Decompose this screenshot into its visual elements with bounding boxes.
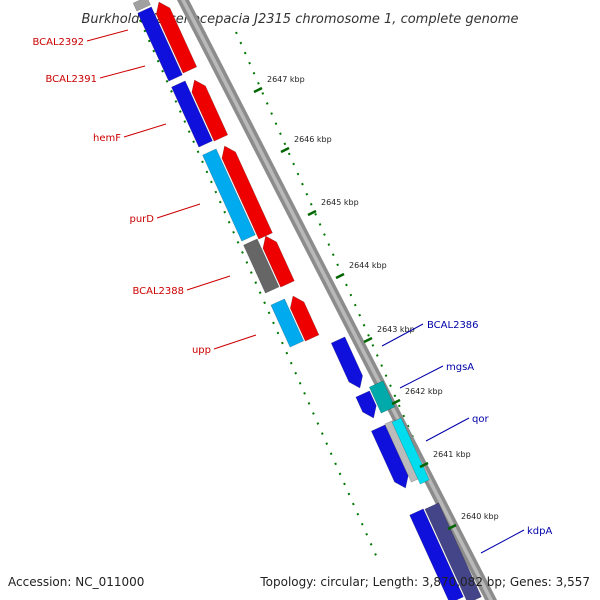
- label-leader-line: [480, 529, 525, 554]
- gene-label: BCAL2391: [45, 74, 97, 85]
- gene-kdpa-b: [424, 502, 482, 600]
- label-leader-line: [186, 275, 231, 291]
- tick-mark: [335, 272, 345, 280]
- tick-mark: [253, 86, 263, 94]
- gene-bcal2391-a: [171, 80, 213, 148]
- label-leader-line: [156, 203, 201, 219]
- gene-label: qor: [472, 414, 489, 425]
- label-leader-line: [425, 417, 470, 442]
- gene-bcal2387: [330, 336, 363, 389]
- gene-mgsa: [370, 424, 409, 489]
- inner-tick-ruler: [235, 31, 451, 523]
- gene-upp-a: [270, 298, 305, 348]
- tick-label: 2640 kbp: [461, 512, 499, 521]
- gene-mgsa-b: [368, 380, 396, 414]
- gene-bcal2388-a: [243, 238, 280, 294]
- gene-label: BCAL2388: [132, 286, 184, 297]
- tick-label: 2644 kbp: [349, 261, 387, 270]
- tick-mark: [280, 146, 290, 154]
- tick-label: 2646 kbp: [294, 135, 332, 144]
- gene-bcal2391-b: [191, 79, 229, 142]
- genome-summary-text: Topology: circular; Length: 3,870,082 bp…: [259, 575, 590, 589]
- reverse-strand-genes: [330, 336, 482, 600]
- label-leader-line: [99, 65, 146, 79]
- tick-label: 2645 kbp: [321, 198, 359, 207]
- gene-qor-b: [391, 417, 430, 485]
- tick-mark: [391, 398, 401, 406]
- tick-label: 2643 kbp: [377, 325, 415, 334]
- tick-mark: [363, 336, 373, 344]
- gene-bcal2392-b: [137, 6, 183, 82]
- tick-label: 2642 kbp: [405, 387, 443, 396]
- accession-text: Accession: NC_011000: [8, 575, 144, 589]
- gene-label: upp: [192, 345, 211, 356]
- forward-strand-genes: [132, 0, 320, 348]
- tick-label: 2647 kbp: [267, 75, 305, 84]
- chromosome-backbone-highlight: [181, 0, 493, 600]
- gene-label: mgsA: [446, 362, 474, 373]
- tick-mark: [307, 209, 317, 217]
- gene-label: BCAL2386: [427, 320, 479, 331]
- kbp-ticks: 2647 kbp 2646 kbp 2645 kbp 2644 kbp 2643 kbp…: [253, 75, 499, 531]
- tick-mark: [447, 523, 457, 531]
- label-leader-line: [381, 323, 424, 347]
- gene-bcal2392-a: [132, 0, 151, 12]
- label-leader-line: [399, 365, 444, 389]
- gene-label: hemF: [93, 133, 121, 144]
- gene-bcal2386: [355, 390, 377, 419]
- gene-label: kdpA: [527, 526, 552, 537]
- gene-label: BCAL2392: [32, 37, 84, 48]
- gene-kdpa-a: [409, 508, 464, 600]
- gene-labels: BCAL2392 BCAL2391 hemF purD BCAL2388 upp BCAL2…: [32, 29, 552, 554]
- gene-bcal2388-b: [262, 235, 295, 288]
- gene-purd-a: [202, 148, 256, 242]
- label-leader-line: [86, 29, 129, 42]
- label-leader-line: [123, 123, 167, 138]
- tick-mark: [419, 461, 429, 469]
- tick-label: 2641 kbp: [433, 450, 471, 459]
- gene-bcal2392-c: [155, 1, 198, 74]
- gene-upp-b: [289, 295, 320, 342]
- label-leader-line: [213, 334, 257, 350]
- gene-label: purD: [130, 214, 155, 225]
